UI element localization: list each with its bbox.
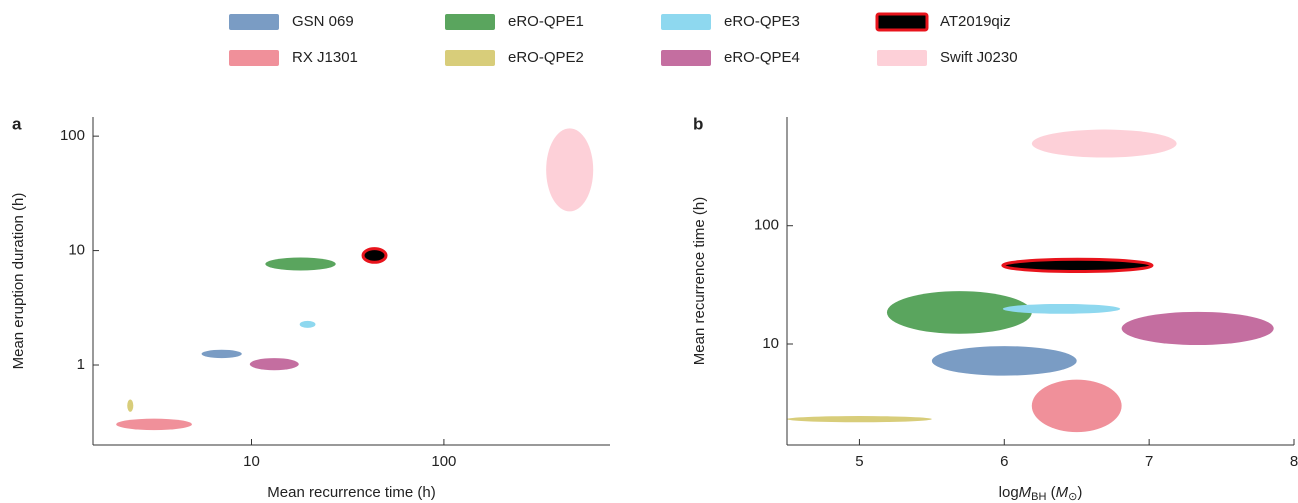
region — [201, 349, 242, 359]
x-tick-label: 7 — [1145, 453, 1153, 470]
region — [886, 291, 1032, 334]
panel-label: a — [12, 114, 22, 133]
x-axis-label: logMBH (M⊙) — [999, 484, 1083, 503]
region — [1031, 379, 1122, 433]
x-axis-label-part: log — [999, 484, 1019, 501]
y-tick-label: 10 — [68, 242, 85, 259]
region — [1031, 129, 1177, 158]
region — [116, 418, 192, 431]
panel-label: b — [693, 114, 703, 133]
legend-label: eRO-QPE3 — [724, 13, 800, 30]
x-axis-label: Mean recurrence time (h) — [267, 484, 435, 501]
y-axis-label: Mean eruption duration (h) — [10, 193, 27, 370]
x-tick-label: 8 — [1290, 453, 1298, 470]
x-tick-label: 100 — [431, 453, 456, 470]
region — [299, 320, 316, 328]
y-tick-label: 100 — [754, 217, 779, 234]
legend-label: AT2019qiz — [940, 13, 1011, 30]
region — [265, 257, 336, 271]
legend-label: RX J1301 — [292, 49, 358, 66]
region — [1001, 257, 1154, 274]
x-tick-label: 10 — [243, 453, 260, 470]
legend-swatch — [875, 12, 929, 32]
legend-swatch — [445, 14, 495, 30]
x-axis-label-part: M — [1056, 484, 1069, 501]
x-tick-label: 5 — [855, 453, 863, 470]
legend-swatch — [661, 14, 711, 30]
x-tick-label: 6 — [1000, 453, 1008, 470]
x-axis-label-part: Mean recurrence time (h) — [267, 484, 435, 501]
region — [127, 399, 134, 412]
region — [249, 358, 299, 371]
y-axis-label: Mean recurrence time (h) — [691, 197, 708, 365]
x-axis-label-part: BH — [1031, 491, 1046, 503]
legend-swatch — [877, 50, 927, 66]
legend-swatch — [445, 50, 495, 66]
x-axis-label-part: ) — [1077, 484, 1082, 501]
x-axis-label-part: ⊙ — [1068, 491, 1077, 503]
region — [787, 416, 932, 423]
legend-label: eRO-QPE1 — [508, 13, 584, 30]
y-tick-label: 100 — [60, 127, 85, 144]
legend-label: eRO-QPE4 — [724, 49, 800, 66]
region — [546, 128, 594, 212]
legend-swatch — [229, 50, 279, 66]
region — [931, 346, 1077, 376]
y-tick-label: 10 — [762, 335, 779, 352]
x-axis-label-part: ( — [1046, 484, 1055, 501]
region — [1121, 311, 1274, 346]
legend-label: Swift J0230 — [940, 49, 1018, 66]
legend-label: GSN 069 — [292, 13, 354, 30]
region — [361, 247, 388, 264]
y-tick-label: 1 — [77, 356, 85, 373]
legend-swatch — [229, 14, 279, 30]
legend-swatch — [661, 50, 711, 66]
x-axis-label-part: M — [1019, 484, 1032, 501]
legend-label: eRO-QPE2 — [508, 49, 584, 66]
region — [1002, 303, 1121, 314]
